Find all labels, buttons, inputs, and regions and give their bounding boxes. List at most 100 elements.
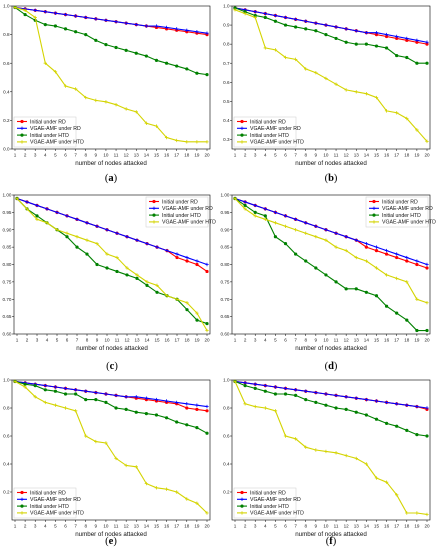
legend-marker [20, 497, 24, 501]
data-point [85, 221, 89, 225]
data-point [415, 433, 419, 437]
data-point [334, 245, 338, 249]
y-tick-label: 0.85 [3, 245, 12, 250]
data-point [394, 252, 399, 256]
data-point [314, 235, 318, 239]
data-point [144, 396, 149, 400]
data-point [85, 238, 89, 242]
legend-marker [240, 119, 244, 124]
data-point [195, 71, 199, 75]
data-point [334, 406, 338, 410]
legend-marker [240, 133, 244, 137]
data-point [324, 76, 328, 81]
data-point [73, 409, 78, 413]
legend-entry: VGAE-AMF under HTD [30, 140, 84, 146]
data-point [374, 33, 379, 37]
series-2 [233, 379, 429, 438]
y-tick-label: 0.2 [3, 490, 10, 495]
x-axis-label: number of nodes attacked [75, 531, 147, 538]
data-point [283, 15, 288, 20]
data-point [405, 511, 409, 515]
panel-caption: (b) [325, 173, 338, 184]
x-tick-label: 7 [294, 338, 297, 343]
legend-marker [20, 119, 24, 124]
series-3 [15, 196, 209, 333]
data-point [43, 10, 48, 14]
y-tick-label: 0.4 [223, 118, 230, 123]
chart-d: 0.600.650.700.750.800.850.900.951.001 2 3 4… [221, 193, 437, 372]
legend-entry: VGAE-AMF under RD [30, 126, 81, 132]
y-tick-label: 1.0 [223, 4, 230, 9]
data-point [384, 46, 389, 50]
data-point [233, 379, 237, 384]
x-tick-label: 10 [103, 153, 109, 158]
series-line [14, 380, 208, 514]
x-tick-label: 13 [134, 338, 140, 343]
data-point [23, 8, 27, 12]
data-point [283, 23, 288, 27]
x-tick-label: 2 [24, 153, 27, 158]
series-3 [233, 8, 429, 144]
data-point [53, 403, 58, 407]
data-point [124, 463, 128, 468]
data-point [334, 25, 338, 29]
data-point [84, 95, 88, 100]
data-point [364, 397, 369, 402]
x-tick-label: 1 [234, 338, 237, 343]
data-point [354, 396, 358, 400]
data-point [425, 262, 429, 267]
x-tick-label: 16 [164, 338, 170, 343]
series-1 [15, 196, 209, 267]
data-point [334, 451, 338, 455]
data-point [273, 13, 278, 18]
data-point [35, 217, 39, 222]
data-point [35, 214, 39, 218]
y-tick-label: 0.90 [3, 227, 12, 232]
series-line [14, 6, 208, 76]
panel-caption: (f) [326, 536, 337, 547]
data-point [134, 410, 138, 414]
data-point [324, 23, 328, 27]
data-point [205, 321, 209, 326]
y-tick-label: 0.75 [3, 279, 12, 284]
data-point [185, 497, 189, 501]
data-point [394, 34, 399, 39]
data-point [364, 413, 368, 417]
data-point [263, 383, 268, 388]
data-point [95, 241, 99, 246]
legend-entry: Initial under HTD [162, 213, 201, 219]
data-point [415, 38, 419, 43]
y-tick-label: 1.0 [3, 378, 10, 383]
data-point [293, 57, 298, 62]
data-point [154, 124, 159, 128]
x-tick-label: 16 [384, 153, 390, 158]
data-point [405, 55, 409, 60]
x-tick-label: 8 [84, 524, 87, 529]
series-3 [13, 5, 209, 144]
data-point [425, 139, 429, 144]
data-point [185, 402, 189, 406]
x-tick-label: 5 [54, 524, 57, 529]
data-point [253, 15, 257, 20]
data-point [384, 248, 389, 253]
data-point [314, 71, 318, 75]
data-point [23, 382, 27, 386]
data-point [263, 11, 268, 16]
data-point [185, 423, 189, 427]
x-tick-label: 10 [103, 524, 109, 529]
data-point [145, 241, 149, 246]
y-tick-label: 0.75 [221, 279, 230, 284]
x-axis-label: number of nodes attacked [295, 531, 367, 538]
data-point [324, 403, 328, 407]
x-tick-label: 20 [204, 524, 210, 529]
data-point [304, 19, 308, 23]
data-point [134, 465, 138, 469]
x-tick-label: 5 [274, 338, 277, 343]
data-point [395, 424, 399, 428]
data-point [84, 389, 88, 393]
data-point [425, 301, 429, 305]
data-point [84, 15, 88, 20]
data-point [395, 36, 399, 41]
x-tick-label: 6 [64, 153, 67, 158]
